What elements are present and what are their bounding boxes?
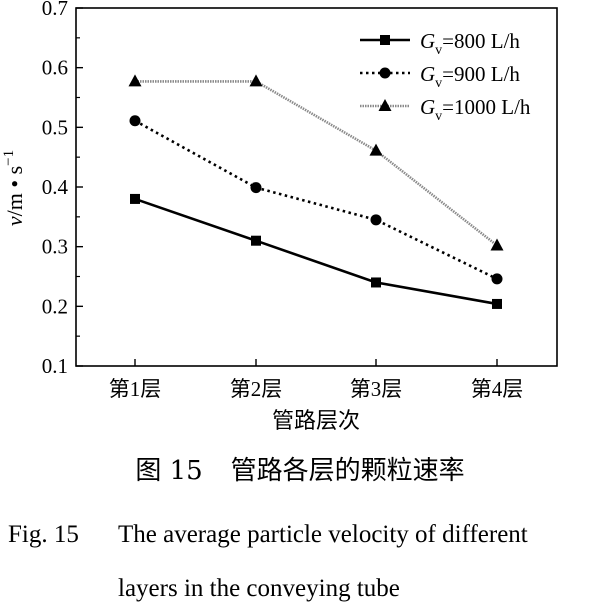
caption-cn-title: 管路各层的颗粒速率	[230, 456, 465, 486]
series-line	[135, 80, 498, 247]
point-marker-square	[130, 193, 140, 204]
y-tick-label: 0.7	[42, 0, 68, 20]
series-1	[130, 193, 502, 309]
point-marker-square	[251, 235, 261, 246]
svg-text:v/m • s−1: v/m • s−1	[1, 150, 27, 226]
x-tick-label: 第1层	[109, 377, 162, 401]
series-3	[128, 74, 504, 251]
series-line	[134, 119, 498, 281]
y-axis-label-exponent: −1	[1, 150, 17, 166]
series-2	[129, 115, 503, 285]
y-tick-label: 0.4	[42, 175, 69, 199]
legend-label: Gv=800 L/h	[420, 29, 520, 58]
y-tick-label: 0.5	[42, 115, 68, 139]
point-marker-circle	[491, 273, 503, 285]
x-axis-label: 管路层次	[272, 408, 360, 433]
series-line	[134, 197, 498, 306]
point-marker-square	[492, 298, 502, 309]
plot-axes: 0.1 0.2 0.3 0.4 0.5 0.6 0.7 第1层 第2层 第3层 第4层	[42, 0, 558, 401]
caption-en-fig-number: Fig. 15	[8, 521, 79, 548]
caption-en-line2: layers in the conveying tube	[118, 575, 400, 602]
point-marker-triangle	[490, 238, 504, 251]
point-marker-circle	[379, 67, 391, 79]
figure-caption-chinese: 图 15 管路各层的颗粒速率	[0, 450, 600, 487]
point-marker-square	[371, 277, 381, 288]
caption-cn-number: 图 15	[135, 456, 203, 486]
x-tick-label: 第3层	[350, 377, 403, 401]
point-marker-triangle	[378, 99, 392, 111]
point-marker-square	[380, 35, 390, 45]
legend-entry-2: Gv=900 L/h	[360, 62, 520, 91]
y-axis-label: v/m • s−1	[1, 150, 27, 226]
x-tick-label: 第4层	[471, 377, 524, 401]
y-tick-label: 0.3	[42, 235, 68, 259]
caption-en-line1: The average particle velocity of differe…	[118, 521, 528, 548]
series-group	[128, 74, 504, 309]
point-marker-circle	[370, 214, 382, 226]
legend-label: Gv=1000 L/h	[420, 95, 531, 124]
point-marker-triangle	[249, 74, 263, 87]
y-axis-label-unit: /m • s	[2, 166, 27, 217]
line-chart: 0.1 0.2 0.3 0.4 0.5 0.6 0.7 第1层 第2层 第3层 第4层 Gv=800…	[1, 0, 558, 433]
point-marker-circle	[250, 182, 262, 194]
chart-legend: Gv=800 L/h Gv=900 L/h Gv=1000 L/h	[360, 29, 531, 124]
y-tick-label: 0.6	[42, 56, 68, 80]
y-axis-label-variable: v	[2, 216, 27, 226]
point-marker-triangle	[369, 143, 383, 156]
point-marker-triangle	[128, 74, 142, 87]
x-tick-label: 第2层	[230, 377, 283, 401]
legend-label: Gv=900 L/h	[420, 62, 520, 91]
legend-entry-1: Gv=800 L/h	[360, 29, 520, 58]
legend-entry-3: Gv=1000 L/h	[360, 95, 531, 124]
figure-caption-english: Fig. 15 The average particle velocity of …	[8, 508, 600, 616]
y-tick-label: 0.1	[42, 354, 68, 378]
point-marker-circle	[129, 115, 141, 127]
y-tick-label: 0.2	[42, 294, 68, 318]
